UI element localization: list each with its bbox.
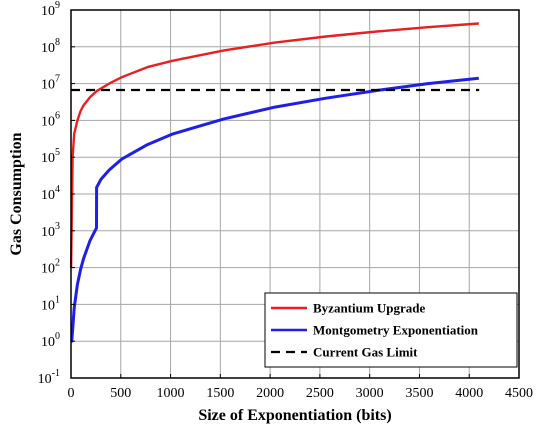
x-tick-label: 0 [68,386,75,401]
x-tick-label: 3000 [356,386,384,401]
y-tick-label: 105 [41,147,60,166]
x-tick-label: 2500 [306,386,334,401]
x-tick-labels: 0 500 1000 1500 2000 2500 3000 3500 4000 4500 [68,374,533,401]
y-tick-label: 109 [41,0,60,19]
x-tick-label: 2000 [256,386,284,401]
y-tick-label: 104 [41,184,60,203]
x-tick-label: 1000 [157,386,185,401]
x-axis-title: Size of Exponentiation (bits) [198,407,391,424]
series-line-montgomery [70,76,479,343]
legend-label: Current Gas Limit [313,345,418,360]
x-tick-label: 3500 [405,386,433,401]
y-tick-label: 108 [41,37,60,56]
x-tick-label: 1500 [206,386,234,401]
y-tick-label: 10-1 [38,368,60,387]
grid [71,10,519,378]
y-tick-label: 106 [41,110,60,129]
y-tick-label: 102 [41,258,60,277]
series-group [69,22,480,343]
y-tick-label: 103 [41,221,60,240]
y-axis-title: Gas Consumption [8,132,25,255]
legend-label: Byzantium Upgrade [313,301,426,316]
y-tick-label: 101 [41,294,60,313]
x-tick-label: 500 [110,386,131,401]
y-tick-labels: 10-1 100 101 102 103 104 105 106 107 108 109 [38,0,75,387]
series-line-byzantium [69,22,479,268]
y-tick-label: 100 [41,331,60,350]
x-tick-label: 4000 [455,386,483,401]
legend: Byzantium Upgrade Montgometry Exponentiat… [264,292,518,368]
legend-label: Montgometry Exponentiation [313,323,479,338]
y-tick-label: 107 [41,74,60,93]
x-tick-label: 4500 [505,386,533,401]
